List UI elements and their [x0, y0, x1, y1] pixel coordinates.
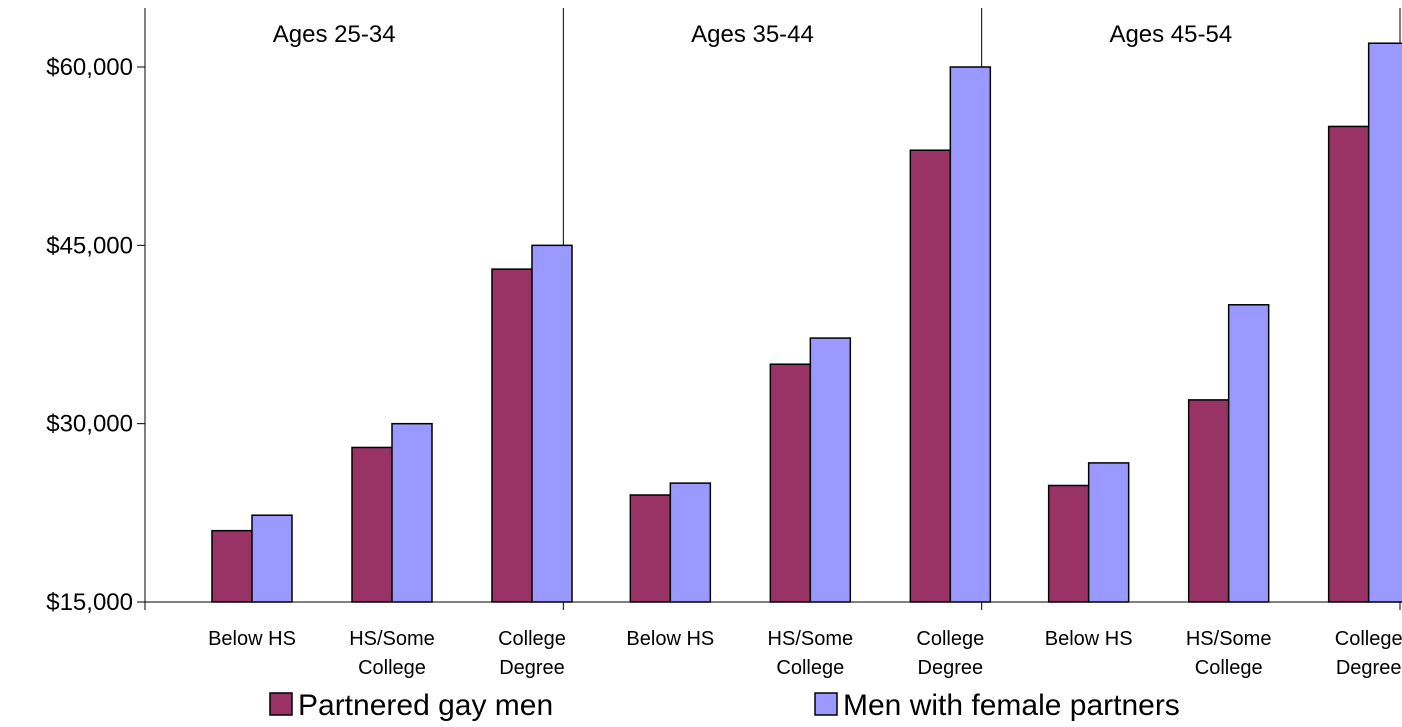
category-label: College: [1195, 657, 1263, 679]
legend-label: Men with female partners: [843, 689, 1180, 722]
category-label: HS/Some: [349, 628, 435, 650]
category-label: Degree: [918, 657, 984, 679]
category-label: College: [358, 657, 426, 679]
bar-partnered-gay-men: [211, 529, 253, 603]
category-label: Below HS: [208, 628, 296, 650]
y-tick-label: $45,000: [46, 232, 133, 259]
y-tick-label: $60,000: [46, 54, 133, 81]
bar-men-with-female-partners: [669, 482, 712, 603]
category-label: Degree: [1336, 657, 1402, 679]
bar-partnered-gay-men: [1047, 484, 1090, 603]
bar-partnered-gay-men: [629, 494, 672, 603]
category-label: College: [916, 628, 984, 650]
panel-title: Ages 45-54: [1109, 21, 1232, 48]
bar-men-with-female-partners: [1227, 304, 1270, 603]
category-label: HS/Some: [1186, 628, 1272, 650]
category-label: Below HS: [1045, 628, 1133, 650]
category-label: College: [1335, 628, 1402, 650]
category-label: Below HS: [626, 628, 714, 650]
bar-partnered-gay-men: [909, 149, 952, 603]
category-label: Degree: [499, 657, 565, 679]
bar-men-with-female-partners: [1087, 462, 1130, 603]
bar-men-with-female-partners: [251, 514, 293, 603]
y-tick-label: $30,000: [46, 411, 133, 438]
bar-partnered-gay-men: [1327, 125, 1370, 603]
bar-partnered-gay-men: [769, 363, 812, 603]
legend-swatch: [269, 692, 293, 716]
panel-title: Ages 35-44: [691, 21, 814, 48]
bar-men-with-female-partners: [949, 66, 992, 603]
y-tick-label: $15,000: [46, 589, 133, 616]
bar-men-with-female-partners: [1367, 42, 1402, 603]
legend-label: Partnered gay men: [298, 689, 553, 722]
category-label: College: [776, 657, 844, 679]
bar-men-with-female-partners: [809, 337, 852, 603]
bar-partnered-gay-men: [1187, 399, 1230, 603]
bar-partnered-gay-men: [491, 268, 533, 603]
category-label: College: [498, 628, 566, 650]
legend-swatch: [814, 692, 838, 716]
category-label: HS/Some: [768, 628, 854, 650]
bar-men-with-female-partners: [391, 422, 433, 603]
panel-title: Ages 25-34: [273, 21, 396, 48]
bar-men-with-female-partners: [531, 244, 573, 603]
bar-partnered-gay-men: [351, 446, 393, 603]
